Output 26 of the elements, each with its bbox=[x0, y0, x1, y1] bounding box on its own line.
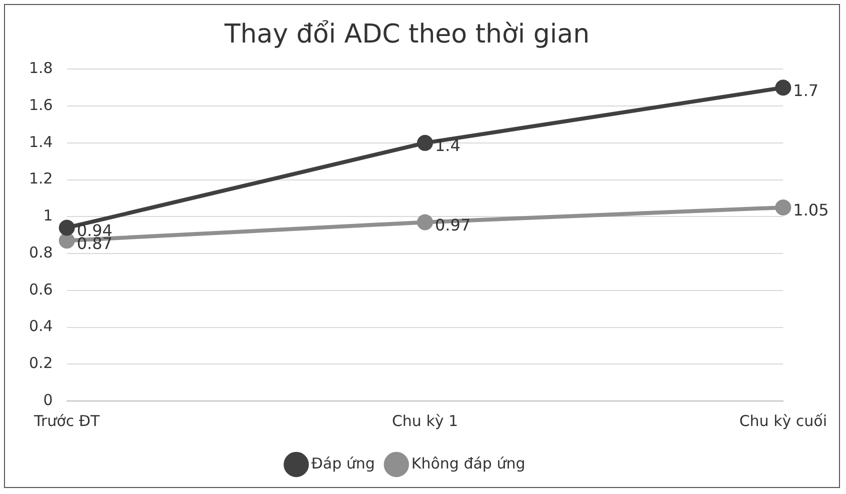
data-label: 0.97 bbox=[435, 215, 471, 234]
x-tick-label: Trước ĐT bbox=[33, 412, 100, 430]
y-tick-label: 1.6 bbox=[28, 96, 53, 114]
legend-label: Không đáp ứng bbox=[411, 454, 526, 472]
y-tick-label: 1.2 bbox=[28, 170, 53, 188]
y-tick-label: 1 bbox=[43, 206, 53, 225]
data-label: 1.4 bbox=[435, 136, 460, 156]
y-tick-label: 0.4 bbox=[28, 317, 53, 336]
data-label: 1.7 bbox=[793, 80, 819, 100]
y-tick-label: 0 bbox=[43, 390, 53, 409]
point bbox=[58, 232, 75, 249]
point bbox=[417, 134, 434, 151]
y-tick-label: 1.4 bbox=[28, 132, 53, 151]
x-tick-label: Chu kỳ 1 bbox=[392, 412, 458, 430]
point bbox=[417, 214, 434, 230]
y-tick-label: 0.8 bbox=[28, 243, 53, 262]
y-tick-label: 0.6 bbox=[28, 280, 53, 298]
legend-label: Đáp ứng bbox=[311, 454, 375, 472]
data-label: 1.05 bbox=[793, 200, 829, 220]
chart-title: Thay đổi ADC theo thời gian bbox=[223, 19, 590, 50]
point bbox=[58, 220, 75, 236]
point bbox=[775, 199, 792, 216]
y-tick-label: 0.2 bbox=[28, 354, 53, 372]
y-tick-label: 1.8 bbox=[28, 59, 53, 78]
point bbox=[775, 80, 792, 96]
x-tick-label: Chu kỳ cuối bbox=[739, 412, 827, 430]
